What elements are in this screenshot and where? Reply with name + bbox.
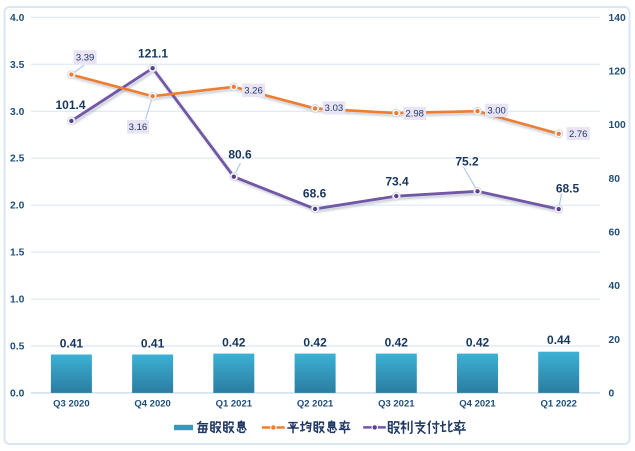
- svg-text:0.5: 0.5: [10, 342, 25, 353]
- svg-text:0.44: 0.44: [547, 333, 571, 347]
- svg-text:0: 0: [609, 389, 615, 400]
- svg-text:0.41: 0.41: [60, 336, 84, 350]
- svg-text:1.0: 1.0: [10, 295, 25, 306]
- svg-text:Q4 2021: Q4 2021: [459, 399, 496, 410]
- svg-text:20: 20: [609, 335, 621, 346]
- svg-text:100: 100: [609, 120, 626, 131]
- svg-text:Q2 2021: Q2 2021: [297, 399, 334, 410]
- svg-text:73.4: 73.4: [385, 174, 409, 188]
- svg-text:0.42: 0.42: [466, 336, 490, 350]
- svg-text:80: 80: [609, 174, 621, 185]
- svg-text:2.0: 2.0: [10, 201, 25, 212]
- svg-text:3.03: 3.03: [325, 103, 344, 114]
- svg-text:2.5: 2.5: [10, 154, 25, 165]
- svg-text:3.5: 3.5: [10, 60, 25, 71]
- svg-text:80.6: 80.6: [228, 147, 252, 161]
- svg-text:3.00: 3.00: [487, 106, 506, 117]
- svg-text:140: 140: [609, 13, 626, 24]
- svg-text:75.2: 75.2: [455, 155, 479, 169]
- svg-text:1.5: 1.5: [10, 248, 25, 259]
- svg-text:2.76: 2.76: [569, 129, 588, 140]
- svg-text:Q1 2021: Q1 2021: [216, 399, 253, 410]
- svg-text:0.42: 0.42: [303, 336, 327, 350]
- svg-text:3.39: 3.39: [76, 53, 95, 64]
- svg-text:68.6: 68.6: [303, 187, 327, 201]
- svg-text:3.16: 3.16: [129, 122, 148, 133]
- svg-text:Q1 2022: Q1 2022: [540, 399, 576, 410]
- svg-text:0.42: 0.42: [385, 336, 409, 350]
- svg-text:60: 60: [609, 228, 621, 239]
- svg-text:0.0: 0.0: [10, 389, 25, 400]
- svg-text:0.41: 0.41: [141, 336, 165, 350]
- svg-text:Q3 2020: Q3 2020: [53, 399, 89, 410]
- svg-text:120: 120: [609, 67, 626, 78]
- svg-text:Q3 2021: Q3 2021: [378, 399, 415, 410]
- svg-text:40: 40: [609, 281, 621, 292]
- svg-text:121.1: 121.1: [138, 47, 168, 61]
- svg-text:0.42: 0.42: [222, 336, 246, 350]
- svg-text:101.4: 101.4: [55, 98, 85, 112]
- svg-text:2.98: 2.98: [405, 109, 424, 120]
- svg-text:3.26: 3.26: [244, 86, 263, 97]
- svg-text:68.5: 68.5: [556, 182, 580, 196]
- svg-text:4.0: 4.0: [10, 13, 25, 24]
- svg-text:3.0: 3.0: [10, 107, 25, 118]
- svg-text:Q4 2020: Q4 2020: [134, 399, 170, 410]
